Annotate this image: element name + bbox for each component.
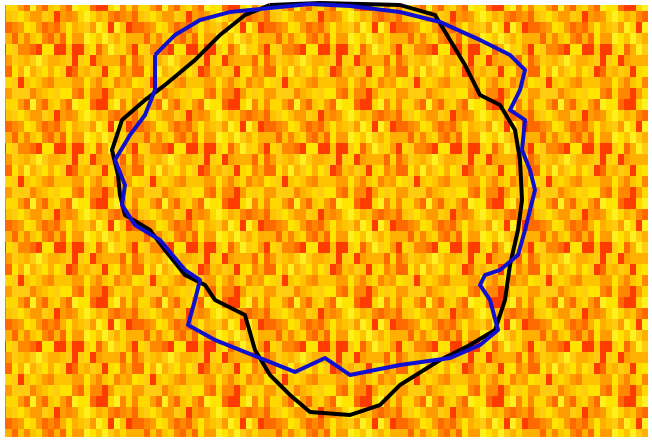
heatmap	[5, 5, 648, 437]
page: {"chart_data": {"type": "contour", "xlim…	[0, 0, 652, 441]
chart	[0, 0, 652, 441]
